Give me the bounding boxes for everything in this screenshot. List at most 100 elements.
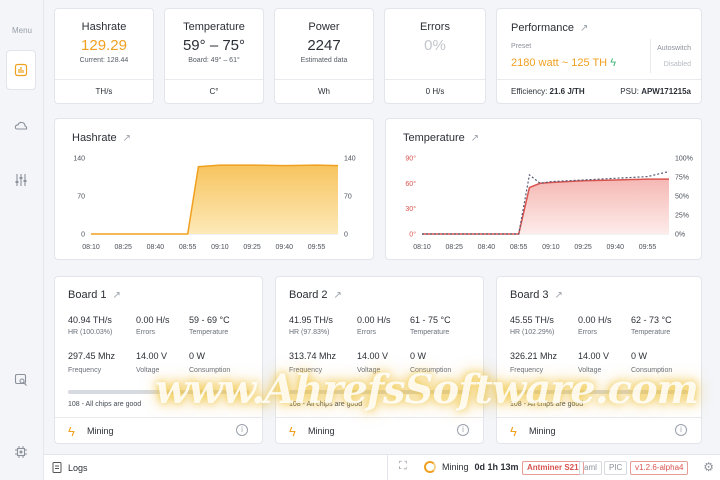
mining-status: Mining 0d 1h 13m bbox=[424, 461, 519, 473]
pool-nav-button[interactable] bbox=[6, 106, 36, 146]
y2-tick-label: 140 bbox=[344, 156, 356, 163]
y-tick-label: 140 bbox=[73, 156, 85, 163]
info-icon[interactable]: i bbox=[675, 424, 687, 436]
chips-bar bbox=[68, 390, 249, 394]
board-consumption-label: Consumption bbox=[631, 367, 673, 374]
y2-tick-label: 70 bbox=[344, 194, 352, 201]
hashrate-chart-card: Hashrate ↗ 140 70 0 140 70 0 08:10 08:25 08:40 08:… bbox=[54, 118, 374, 260]
chips-status: 108 - All chips are good bbox=[68, 401, 142, 408]
board-errors-label: Errors bbox=[357, 329, 377, 336]
logs-button[interactable]: Logs bbox=[52, 462, 88, 473]
x-tick-label: 08:55 bbox=[179, 244, 197, 251]
x-tick-label: 08:10 bbox=[413, 244, 431, 251]
support-nav-button[interactable] bbox=[6, 360, 36, 400]
info-icon[interactable]: i bbox=[236, 424, 248, 436]
board-hashrate-label: HR (97.83%) bbox=[289, 329, 330, 336]
lightning-icon: ϟ bbox=[610, 57, 617, 69]
x-tick-label: 08:10 bbox=[82, 244, 100, 251]
board-card: Board 2 ↗ 41.95 TH/s HR (97.83%) 0.00 H/s Err… bbox=[275, 276, 484, 444]
aml-badge: aml bbox=[579, 461, 602, 475]
board-consumption-label: Consumption bbox=[189, 367, 231, 374]
x-tick-label: 09:55 bbox=[308, 244, 326, 251]
y2-tick-label: 100% bbox=[675, 156, 693, 163]
divider bbox=[387, 455, 388, 480]
psu: PSU: APW171215a bbox=[620, 87, 691, 96]
sidebar: Menu bbox=[0, 0, 44, 480]
y2-tick-label: 25% bbox=[675, 213, 689, 220]
x-tick-label: 09:10 bbox=[542, 244, 560, 251]
external-link-icon[interactable]: ↗ bbox=[470, 133, 480, 144]
chart-title: Hashrate ↗ bbox=[72, 132, 132, 144]
y2-tick-label: 0% bbox=[675, 232, 685, 239]
pic-badge: PIC bbox=[604, 461, 628, 475]
external-link-icon[interactable]: ↗ bbox=[554, 290, 563, 301]
autoswitch-value: Disabled bbox=[663, 61, 691, 68]
version-badge: v1.2.6-alpha4 bbox=[630, 461, 689, 475]
board-hashrate: 45.55 TH/s bbox=[510, 315, 554, 325]
x-tick-label: 08:40 bbox=[478, 244, 496, 251]
autoswitch-label: Autoswitch bbox=[657, 45, 691, 52]
preset-label: Preset bbox=[511, 43, 532, 50]
status-bar: Logs ⛶ Mining 0d 1h 13m Antminer S21 aml… bbox=[44, 454, 720, 480]
chips-bar bbox=[289, 390, 470, 394]
external-link-icon[interactable]: ↗ bbox=[333, 290, 342, 301]
stat-title: Hashrate bbox=[81, 21, 127, 33]
board-temperature: 62 - 73 °C bbox=[631, 315, 672, 325]
x-tick-label: 08:25 bbox=[114, 244, 132, 251]
chart-title: Temperature ↗ bbox=[403, 132, 480, 144]
board-title: Board 2 ↗ bbox=[289, 289, 342, 301]
external-link-icon[interactable]: ↗ bbox=[122, 133, 132, 144]
board-frequency: 313.74 Mhz bbox=[289, 351, 337, 361]
board-temperature-label: Temperature bbox=[631, 329, 671, 336]
info-icon[interactable]: i bbox=[457, 424, 469, 436]
chips-status: 108 - All chips are good bbox=[510, 401, 584, 408]
x-tick-label: 08:25 bbox=[445, 244, 463, 251]
lightning-icon: ϟ bbox=[289, 424, 296, 439]
external-link-icon[interactable]: ↗ bbox=[579, 23, 589, 34]
system-nav-button[interactable] bbox=[6, 432, 36, 472]
y2-tick-label: 0 bbox=[344, 232, 348, 239]
board-temperature: Board: 49° – 61° bbox=[188, 57, 240, 64]
board-frequency-label: Frequency bbox=[510, 367, 544, 374]
cloud-icon bbox=[14, 121, 28, 130]
spinner-icon bbox=[424, 461, 436, 473]
scan-icon[interactable]: ⛶ bbox=[399, 460, 407, 472]
x-tick-label: 09:55 bbox=[639, 244, 657, 251]
gear-icon[interactable]: ⚙ bbox=[703, 460, 714, 474]
temperature-value: 59° – 75° bbox=[182, 37, 246, 54]
errors-unit: 0 H/s bbox=[385, 79, 485, 103]
lightning-icon: ϟ bbox=[510, 424, 517, 439]
y2-tick-label: 50% bbox=[675, 194, 689, 201]
performance-card[interactable]: Performance ↗ Preset 2180 watt ~ 125 TH ϟ… bbox=[496, 8, 702, 104]
y-tick-label: 0 bbox=[81, 232, 85, 239]
settings-nav-button[interactable] bbox=[6, 160, 36, 200]
hashrate-current: Current: 128.44 bbox=[79, 57, 129, 64]
board-temperature: 61 - 75 °C bbox=[410, 315, 451, 325]
chip-icon bbox=[15, 446, 27, 458]
hashrate-value: 129.29 bbox=[81, 37, 127, 54]
board-temperature: 59 - 69 °C bbox=[189, 315, 230, 325]
board-status: Mining bbox=[308, 426, 335, 436]
x-tick-label: 09:10 bbox=[211, 244, 229, 251]
board-frequency: 297.45 Mhz bbox=[68, 351, 116, 361]
y-tick-label: 90° bbox=[405, 155, 416, 163]
stat-title: Power bbox=[308, 21, 340, 33]
errors-stat-card: Errors 0% 0 H/s bbox=[384, 8, 486, 104]
temperature-area bbox=[422, 179, 669, 234]
chat-search-icon bbox=[14, 373, 27, 386]
board-hashrate-label: HR (100.03%) bbox=[68, 329, 113, 336]
document-icon bbox=[52, 462, 62, 473]
preset-value[interactable]: 2180 watt ~ 125 TH ϟ bbox=[511, 57, 617, 69]
board-voltage-label: Voltage bbox=[578, 367, 602, 374]
board-errors-label: Errors bbox=[578, 329, 598, 336]
power-value: 2247 bbox=[307, 37, 341, 54]
external-link-icon[interactable]: ↗ bbox=[112, 290, 121, 301]
power-unit: Wh bbox=[275, 79, 373, 103]
dashboard-nav-button[interactable] bbox=[6, 50, 36, 90]
board-voltage: 14.00 V bbox=[136, 351, 168, 361]
board-errors: 0.00 H/s bbox=[136, 315, 170, 325]
power-stat-card: Power 2247 Estimated data Wh bbox=[274, 8, 374, 104]
chips-status: 108 - All chips are good bbox=[289, 401, 363, 408]
board-voltage-label: Voltage bbox=[357, 367, 381, 374]
temperature-stat-card: Temperature 59° – 75° Board: 49° – 61° C… bbox=[164, 8, 264, 104]
